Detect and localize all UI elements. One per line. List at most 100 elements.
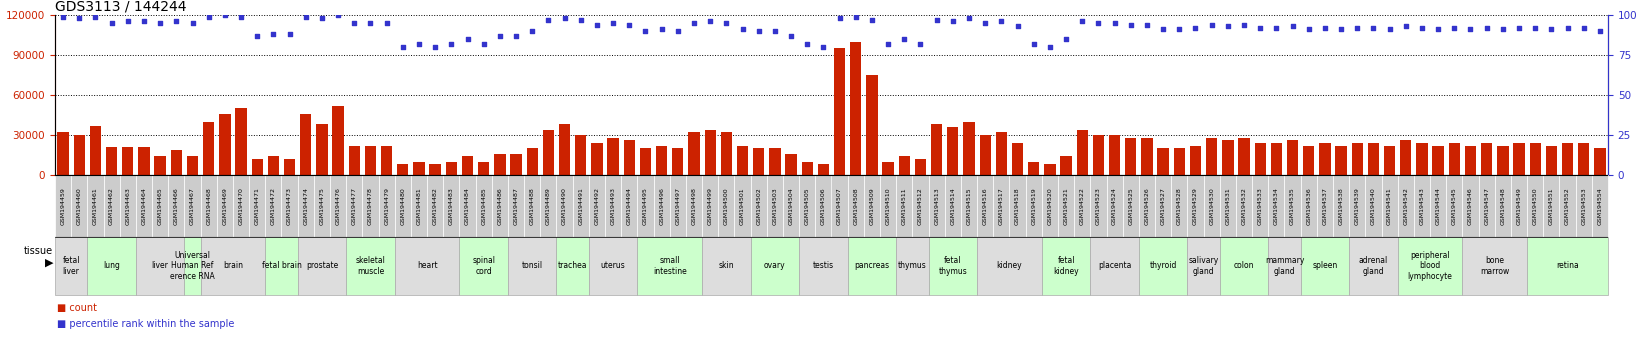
Text: GSM194463: GSM194463 — [126, 187, 131, 225]
Bar — [1252, 175, 1268, 237]
Text: GSM194540: GSM194540 — [1371, 187, 1376, 225]
Point — [389, 44, 416, 50]
Bar — [1350, 237, 1397, 295]
Bar — [540, 175, 556, 237]
Bar — [915, 159, 926, 175]
Point — [1117, 22, 1144, 27]
Bar — [507, 237, 556, 295]
Bar — [556, 237, 589, 295]
Text: GSM194477: GSM194477 — [352, 187, 357, 225]
Bar — [476, 175, 492, 237]
Text: GSM194544: GSM194544 — [1436, 187, 1441, 225]
Bar — [1526, 237, 1608, 295]
Bar — [1319, 143, 1330, 175]
Bar — [1302, 145, 1314, 175]
Point — [1085, 20, 1111, 26]
Text: GDS3113 / 144244: GDS3113 / 144244 — [56, 0, 187, 14]
Bar — [398, 164, 409, 175]
Bar — [1155, 175, 1171, 237]
Text: skeletal
muscle: skeletal muscle — [355, 256, 386, 276]
Bar — [74, 135, 85, 175]
Bar — [1109, 135, 1121, 175]
Bar — [298, 175, 314, 237]
Bar — [769, 148, 780, 175]
Point — [260, 32, 286, 37]
Bar — [411, 175, 427, 237]
Bar — [232, 175, 249, 237]
Text: GSM194521: GSM194521 — [1063, 187, 1068, 225]
Text: GSM194467: GSM194467 — [190, 187, 195, 225]
Point — [762, 28, 789, 34]
Bar — [136, 237, 185, 295]
Bar — [90, 126, 101, 175]
Bar — [494, 154, 506, 175]
Bar — [880, 175, 897, 237]
Point — [1183, 25, 1209, 31]
Point — [1279, 23, 1306, 29]
Text: GSM194478: GSM194478 — [368, 187, 373, 225]
Text: brain: brain — [222, 262, 244, 270]
Bar — [656, 145, 667, 175]
Bar — [751, 237, 798, 295]
Text: GSM194537: GSM194537 — [1322, 187, 1327, 225]
Text: GSM194481: GSM194481 — [417, 187, 422, 225]
Text: GSM194531: GSM194531 — [1225, 187, 1230, 225]
Point — [1230, 22, 1256, 27]
Bar — [1157, 148, 1168, 175]
Bar — [556, 175, 573, 237]
Point — [875, 41, 901, 47]
Text: GSM194554: GSM194554 — [1597, 187, 1602, 225]
Bar — [798, 237, 847, 295]
Point — [1101, 20, 1127, 26]
Bar — [1497, 145, 1508, 175]
Bar — [669, 175, 685, 237]
Bar — [1013, 143, 1022, 175]
Point — [584, 22, 610, 27]
Bar — [1400, 140, 1412, 175]
Point — [164, 18, 190, 24]
Bar — [1579, 143, 1590, 175]
Text: GSM194535: GSM194535 — [1291, 187, 1296, 225]
Bar — [1076, 130, 1088, 175]
Text: GSM194507: GSM194507 — [838, 187, 843, 225]
Text: GSM194513: GSM194513 — [934, 187, 939, 225]
Bar — [201, 237, 265, 295]
Bar — [1481, 143, 1492, 175]
Text: GSM194542: GSM194542 — [1404, 187, 1409, 225]
Bar — [1188, 175, 1204, 237]
Point — [1328, 27, 1355, 32]
Text: GSM194530: GSM194530 — [1209, 187, 1214, 225]
Text: testis: testis — [813, 262, 834, 270]
Text: mammary
gland: mammary gland — [1265, 256, 1304, 276]
Bar — [1222, 140, 1234, 175]
Text: GSM194474: GSM194474 — [303, 187, 308, 225]
Point — [779, 33, 805, 39]
Bar — [1206, 138, 1217, 175]
Text: GSM194469: GSM194469 — [222, 187, 227, 225]
Bar — [751, 175, 767, 237]
Bar — [1351, 143, 1363, 175]
Point — [1070, 18, 1096, 24]
Text: fetal
kidney: fetal kidney — [1054, 256, 1078, 276]
Text: skin: skin — [718, 262, 735, 270]
Bar — [702, 175, 718, 237]
Bar — [1397, 237, 1463, 295]
Bar — [1238, 138, 1250, 175]
Text: thymus: thymus — [898, 262, 926, 270]
Text: GSM194520: GSM194520 — [1047, 187, 1052, 225]
Point — [1474, 25, 1500, 31]
Text: lung: lung — [103, 262, 119, 270]
Point — [843, 14, 869, 19]
Point — [810, 44, 836, 50]
Bar — [527, 148, 538, 175]
Bar — [1090, 237, 1139, 295]
Text: Universal
Human Ref
erence RNA: Universal Human Ref erence RNA — [170, 251, 214, 281]
Point — [131, 18, 157, 24]
Bar — [834, 48, 846, 175]
Bar — [1559, 175, 1575, 237]
Text: GSM194462: GSM194462 — [110, 187, 115, 225]
Bar — [236, 108, 247, 175]
Point — [988, 18, 1014, 24]
Text: GSM194502: GSM194502 — [756, 187, 761, 225]
Point — [1150, 27, 1176, 32]
